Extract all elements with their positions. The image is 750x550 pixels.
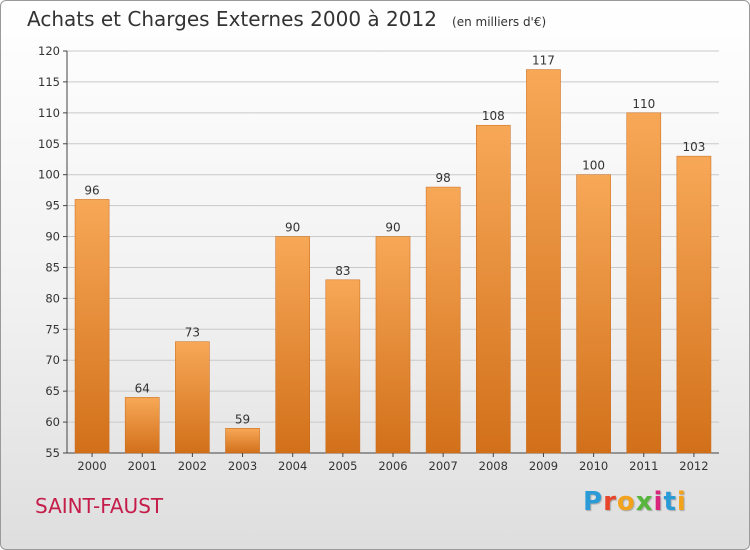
data-label: 103 — [682, 140, 705, 154]
data-label: 100 — [582, 159, 605, 173]
bar — [124, 397, 160, 454]
y-tick-label: 95 — [45, 199, 60, 213]
data-label: 90 — [285, 221, 300, 235]
bar — [576, 174, 611, 454]
data-label: 64 — [135, 381, 150, 395]
y-tick-label: 65 — [45, 384, 60, 398]
data-label: 96 — [84, 183, 99, 197]
data-label: 83 — [335, 264, 350, 278]
bar — [526, 69, 561, 454]
bar — [676, 155, 712, 454]
data-label: 117 — [532, 54, 555, 68]
chart-title: Achats et Charges Externes 2000 à 2012 — [27, 7, 437, 31]
bar — [626, 112, 662, 454]
data-label: 59 — [235, 412, 250, 426]
bar — [375, 236, 411, 454]
bar — [74, 199, 110, 454]
x-tick-label: 2004 — [278, 459, 307, 473]
y-tick-label: 85 — [45, 260, 60, 274]
logo-letter: x — [635, 487, 654, 517]
data-label: 108 — [482, 109, 505, 123]
logo-letter: P — [583, 487, 604, 517]
chart-title-group: Achats et Charges Externes 2000 à 2012 (… — [27, 7, 546, 31]
x-tick-label: 2000 — [77, 459, 106, 473]
y-tick-label: 60 — [45, 415, 60, 429]
x-tick-label: 2011 — [629, 459, 658, 473]
y-tick-label: 55 — [45, 446, 60, 460]
y-tick-label: 105 — [38, 137, 60, 151]
data-label: 73 — [185, 326, 200, 340]
logo-letter: i — [676, 487, 687, 517]
x-tick-label: 2010 — [579, 459, 608, 473]
y-tick-label: 115 — [38, 75, 60, 89]
bar — [175, 341, 210, 454]
bar — [476, 124, 511, 454]
bar — [325, 279, 361, 454]
x-tick-label: 2006 — [378, 459, 407, 473]
data-label: 98 — [436, 171, 451, 185]
x-tick-label: 2009 — [529, 459, 558, 473]
x-tick-label: 2001 — [128, 459, 157, 473]
x-tick-label: 2005 — [328, 459, 357, 473]
y-tick-label: 75 — [45, 322, 60, 336]
bar — [425, 186, 461, 454]
commune-name: SAINT-FAUST — [35, 494, 164, 518]
y-tick-label: 80 — [45, 291, 60, 305]
bar — [225, 428, 260, 454]
x-tick-label: 2008 — [479, 459, 508, 473]
y-tick-label: 100 — [38, 168, 60, 182]
data-label: 110 — [632, 97, 655, 111]
y-tick-label: 120 — [38, 44, 60, 58]
chart-subtitle: (en milliers d'€) — [452, 15, 547, 29]
logo-letter: o — [616, 487, 636, 517]
data-label: 90 — [385, 221, 400, 235]
x-tick-label: 2007 — [429, 459, 458, 473]
logo-letter: i — [653, 487, 664, 517]
logo-letter: t — [663, 487, 677, 517]
proxiti-logo: Proxiti — [583, 487, 687, 517]
y-tick-label: 110 — [38, 106, 60, 120]
x-tick-label: 2002 — [178, 459, 207, 473]
logo-letter: r — [603, 487, 617, 517]
y-tick-label: 70 — [45, 353, 60, 367]
y-tick-label: 90 — [45, 230, 60, 244]
x-tick-label: 2012 — [679, 459, 708, 473]
bar — [275, 236, 310, 454]
x-tick-label: 2003 — [228, 459, 257, 473]
